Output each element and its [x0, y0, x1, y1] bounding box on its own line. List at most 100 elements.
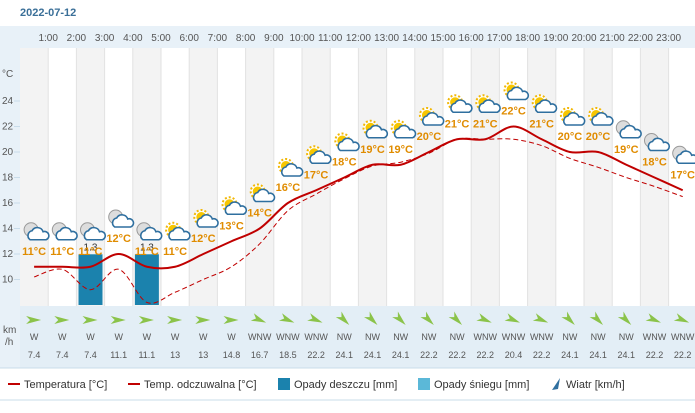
wind-direction: NW [450, 332, 465, 342]
hour-band [0, 26, 695, 48]
y-tick-label: 10 [2, 275, 14, 286]
wind-arrow [364, 311, 378, 325]
column-stripe [302, 48, 331, 306]
arrow [335, 311, 350, 325]
weather-icon [306, 145, 332, 165]
cloud [563, 112, 586, 126]
arrow [54, 316, 70, 324]
cloud [196, 214, 219, 228]
wind-speed: 22.2 [307, 350, 325, 360]
legend-label: Opady deszczu [mm] [294, 379, 397, 391]
column-stripe [104, 48, 133, 306]
wind-speed: 22.2 [533, 350, 551, 360]
hour-label: 8:00 [236, 33, 256, 44]
temp-label: 20°C [558, 131, 583, 143]
temp-label: 20°C [586, 131, 611, 143]
wind-direction: NW [337, 332, 352, 342]
wind-direction: WNW [248, 332, 272, 342]
weather-icon [503, 81, 530, 101]
weather-icon [362, 119, 389, 139]
hour-label: 1:00 [38, 33, 58, 44]
cloud [619, 124, 642, 139]
hour-label: 20:00 [571, 33, 596, 44]
hour-label: 12:00 [346, 33, 371, 44]
wind-speed: 24.1 [561, 350, 579, 360]
arrow [223, 316, 239, 324]
wind-speed: 11.1 [110, 350, 127, 360]
wind-arrow [307, 313, 323, 323]
arrow [307, 313, 323, 323]
legend-swatch [418, 378, 430, 390]
wind-speed: 22.2 [674, 350, 692, 360]
cloud [393, 124, 417, 139]
cloud [591, 112, 614, 126]
arrow [561, 311, 575, 325]
legend-label: Wiatr [km/h] [566, 379, 625, 391]
column-stripe [20, 48, 49, 306]
hour-label: 15:00 [430, 33, 455, 44]
wind-arrow [673, 313, 690, 323]
cloud [422, 112, 445, 126]
temp-label: 19°C [360, 144, 385, 156]
temp-label: 22°C [501, 106, 526, 118]
wind-arrow [420, 311, 434, 325]
weather-icon [672, 145, 695, 165]
temp-label: 14°C [247, 208, 272, 220]
wind-arrow [392, 311, 406, 325]
wind-speed: 20.4 [505, 350, 523, 360]
wind-direction: W [227, 332, 236, 342]
cloud [450, 99, 473, 114]
hour-label: 23:00 [656, 33, 681, 44]
wind-speed: 7.4 [84, 350, 97, 360]
temp-label: 11°C [50, 246, 74, 258]
weather-icon [588, 107, 614, 126]
weather-icon [390, 119, 417, 139]
arrow [364, 311, 378, 325]
cloud [365, 124, 389, 139]
column-stripe [189, 48, 218, 306]
column-stripe [273, 48, 302, 306]
wind-arrow [195, 316, 211, 324]
arrow [504, 313, 520, 323]
weather-icon [615, 120, 642, 139]
column-stripe [414, 48, 443, 306]
hour-label: 10:00 [289, 33, 314, 44]
column-stripe [386, 48, 415, 306]
temp-label: 13°C [219, 220, 244, 232]
wind-direction: NW [421, 332, 436, 342]
column-stripe [48, 48, 77, 306]
hour-label: 5:00 [151, 33, 171, 44]
cloud [647, 137, 671, 152]
temp-label: 12°C [106, 233, 131, 245]
hour-label: 13:00 [374, 33, 399, 44]
y-tick-label: 14 [2, 224, 14, 235]
wind-arrow [167, 316, 183, 324]
wind-speed: 13 [198, 350, 208, 360]
wind-speed: 22.2 [646, 350, 664, 360]
wind-arrow [223, 316, 239, 324]
hour-label: 6:00 [179, 33, 199, 44]
cloud [534, 99, 558, 114]
temp-label: 17°C [304, 169, 329, 181]
wind-direction: W [199, 332, 208, 342]
wind-arrow [476, 313, 492, 323]
arrow [617, 311, 632, 325]
wind-arrow [110, 316, 126, 324]
axis-band [0, 26, 20, 368]
arrow [26, 316, 42, 324]
wind-direction: WNW [502, 332, 526, 342]
weather-icon [23, 222, 50, 241]
wind-direction: WNW [671, 332, 695, 342]
y-tick-label: 16 [2, 198, 14, 209]
temp-label: 17°C [670, 169, 695, 181]
hour-label: 19:00 [543, 33, 568, 44]
wind-arrow [448, 311, 463, 325]
wind-speed: 24.1 [618, 350, 636, 360]
wind-direction: W [171, 332, 180, 342]
column-stripe [471, 48, 500, 306]
hour-label: 11:00 [318, 33, 343, 44]
column-stripe [584, 48, 613, 306]
hour-label: 16:00 [459, 33, 484, 44]
wind-arrow [617, 311, 632, 325]
